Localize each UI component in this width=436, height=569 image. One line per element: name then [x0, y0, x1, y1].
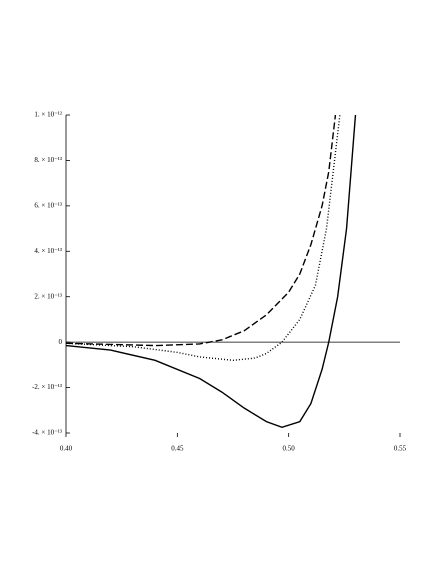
y-tick-label: -4. × 10⁻¹³ — [32, 429, 62, 437]
y-tick-label: 4. × 10⁻¹³ — [34, 247, 62, 255]
curve — [66, 114, 357, 429]
x-tick-label: 0.40 — [60, 445, 73, 453]
y-tick-label: 2. × 10⁻¹³ — [34, 292, 62, 300]
y-tick-label: 6. × 10⁻¹³ — [34, 201, 62, 209]
y-tick-label: 1. × 10⁻¹² — [34, 111, 62, 119]
x-tick-label: 0.45 — [171, 445, 184, 453]
curve — [66, 114, 337, 347]
plot-area — [66, 114, 357, 429]
x-tick-label: 0.50 — [283, 445, 296, 453]
y-tick-label: 0 — [59, 338, 63, 346]
curve — [66, 114, 341, 362]
x-tick-label: 0.55 — [394, 445, 407, 453]
y-tick-label: 8. × 10⁻¹³ — [34, 156, 62, 164]
y-tick-label: -2. × 10⁻¹³ — [32, 383, 62, 391]
